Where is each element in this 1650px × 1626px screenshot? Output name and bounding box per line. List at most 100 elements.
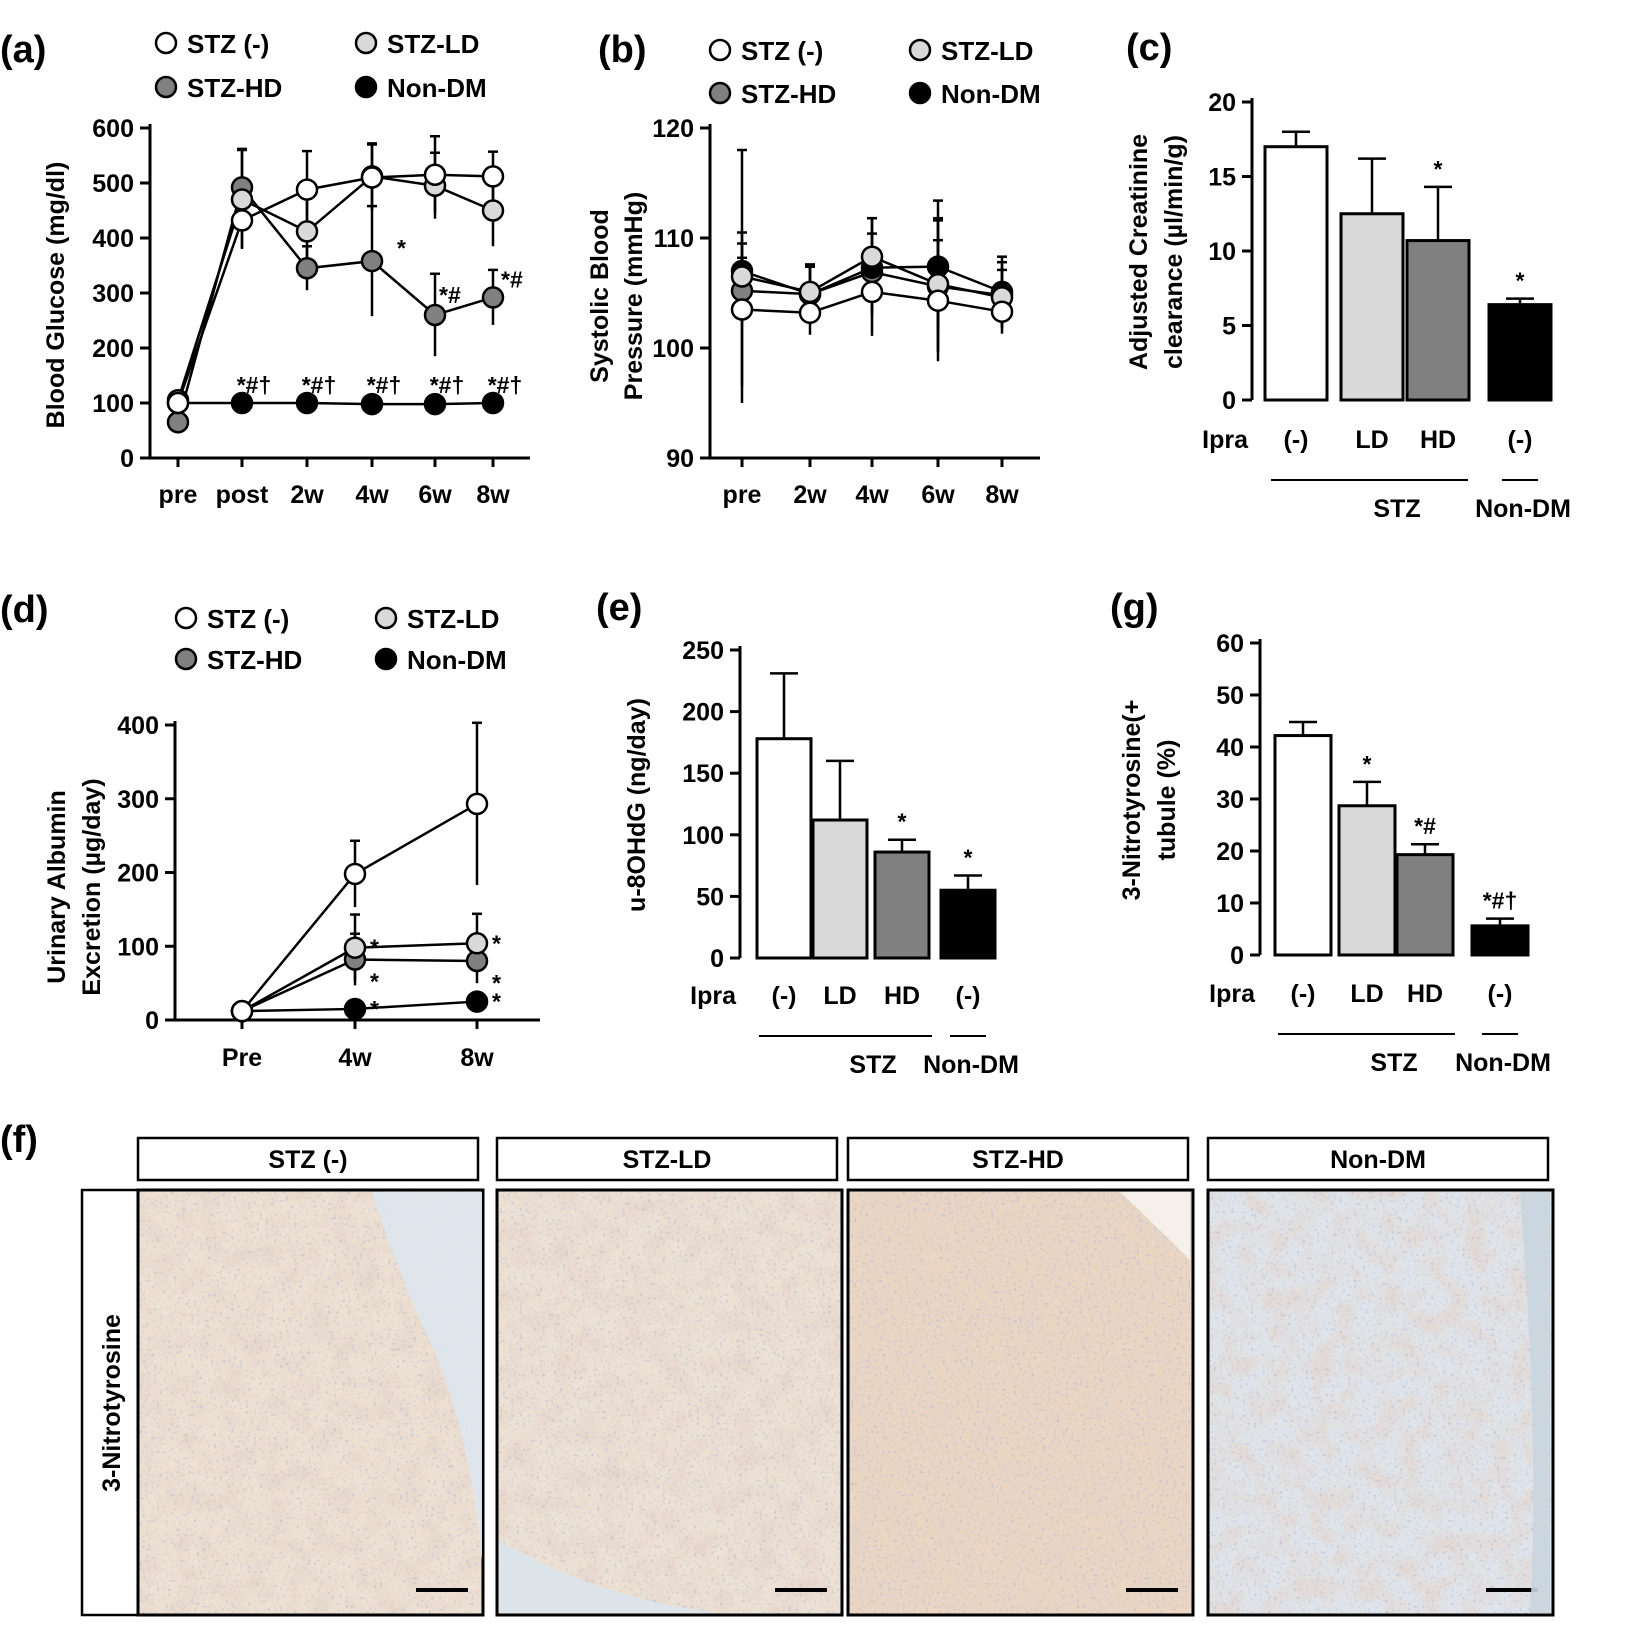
series-line <box>241 802 478 1012</box>
significance-label: * <box>964 844 973 870</box>
micrograph <box>495 1188 844 1617</box>
panel-label: (a) <box>0 29 46 71</box>
x-group-stz: STZ <box>849 1051 896 1079</box>
x-tick-label: 2w <box>793 481 827 509</box>
data-point <box>230 209 254 232</box>
x-group-ipra: Ipra <box>690 982 737 1010</box>
x-group-nondm: Non-DM <box>1455 1049 1551 1077</box>
x-tick-label: (-) <box>772 982 797 1010</box>
x-group-ipra: Ipra <box>1202 426 1249 454</box>
micrograph-frame <box>846 1188 1195 1617</box>
data-point <box>465 990 489 1013</box>
y-tick-label: 0 <box>120 445 134 473</box>
y-tick-label: 100 <box>652 335 694 363</box>
significance-label: *#† <box>1483 888 1518 914</box>
y-tick-label: 5 <box>1222 313 1236 341</box>
legend-marker <box>374 606 398 630</box>
y-tick-label: 200 <box>682 699 724 727</box>
y-tick-label: 15 <box>1208 164 1236 192</box>
x-tick-label: post <box>216 481 269 509</box>
data-point <box>230 391 254 415</box>
legend-label-stz_minus: STZ (-) <box>187 29 269 59</box>
data-point <box>230 999 254 1023</box>
legend-label-non_dm: Non-DM <box>387 73 487 103</box>
data-point <box>860 245 884 268</box>
chart-a: 0 100 200 300 400 500 600 Blood Glucose (mg/dl)… <box>0 29 530 509</box>
photo-title-box <box>136 1136 480 1182</box>
data-point <box>926 289 950 312</box>
micrograph <box>1206 1188 1555 1617</box>
chart-d: 0 100 200 300 400 Urinary Albumin Excretion (µ… <box>0 589 540 1072</box>
y-tick-label: 0 <box>1230 942 1244 970</box>
chart-g: 0 10 20 30 40 50 60 3-Nitrotyrosine(+ tubule (%)… <box>1110 587 1551 1077</box>
data-point <box>465 932 489 955</box>
data-point <box>860 280 884 304</box>
y-tick-label: 200 <box>117 860 159 888</box>
x-tick-label: 6w <box>921 481 955 509</box>
x-tick-label: pre <box>723 481 762 509</box>
y-tick-label: 400 <box>92 225 134 253</box>
micrograph-frame <box>495 1188 844 1617</box>
data-point <box>465 792 489 816</box>
panel-label: (b) <box>598 29 647 71</box>
y-axis-title: clearance (µl/min/g) <box>1160 135 1188 369</box>
chart-e: 0 50 100 150 200 250 u-8OHdG (ng/day) (e) * * Ipra… <box>596 587 1019 1079</box>
significance-label: *# <box>501 266 523 292</box>
data-point <box>798 280 822 304</box>
data-point <box>423 392 447 416</box>
photo-title-box <box>1206 1136 1550 1182</box>
x-group-stz: STZ <box>1370 1049 1417 1077</box>
x-tick-label: 6w <box>418 481 452 509</box>
y-tick-label: 0 <box>710 945 724 973</box>
y-tick-label: 100 <box>682 822 724 850</box>
x-tick-label: pre <box>159 481 198 509</box>
data-point <box>730 298 754 321</box>
data-point <box>360 249 384 273</box>
photo-title-box <box>846 1136 1190 1182</box>
x-tick-label: HD <box>1420 426 1456 454</box>
legend-marker <box>708 38 732 62</box>
significance-label: *#† <box>488 372 523 398</box>
y-axis-title: u-8OHdG (ng/day) <box>623 698 651 912</box>
data-point <box>166 391 190 415</box>
photo-title: STZ (-) <box>268 1146 347 1174</box>
panel-f: (f) 3-Nitrotyrosine STZ (-) STZ-LD STZ-HD Non… <box>0 1119 1555 1617</box>
y-tick-label: 30 <box>1216 786 1244 814</box>
x-tick-label: LD <box>823 982 856 1010</box>
significance-label: * <box>370 935 379 961</box>
tissue-edge-region <box>372 1192 482 1560</box>
chart-c: 0 5 10 15 20 Adjusted Creatinine clearance (µl… <box>1125 27 1571 523</box>
x-tick-label: HD <box>884 982 920 1010</box>
legend-label-non_dm: Non-DM <box>941 79 1041 109</box>
x-tick-label: 4w <box>855 481 889 509</box>
data-point <box>481 165 505 188</box>
bar <box>811 818 869 960</box>
data-point <box>481 286 505 309</box>
significance-label: * <box>898 809 907 835</box>
y-tick-label: 90 <box>666 445 694 473</box>
x-group-nondm: Non-DM <box>923 1051 1019 1079</box>
legend-label-stz_hd: STZ-HD <box>741 79 836 109</box>
significance-label: *#† <box>430 372 465 398</box>
legend-marker <box>908 38 932 62</box>
data-point <box>990 300 1014 323</box>
significance-label: * <box>492 930 501 956</box>
data-point <box>230 188 254 211</box>
data-point <box>730 265 754 288</box>
data-point <box>295 220 319 243</box>
bar <box>1339 212 1405 402</box>
y-tick-label: 200 <box>92 335 134 363</box>
significance-label: * <box>1516 268 1525 294</box>
y-axis-title: Urinary Albumin <box>43 790 71 984</box>
data-point <box>343 936 367 959</box>
y-tick-label: 500 <box>92 170 134 198</box>
significance-label: * <box>1434 156 1443 182</box>
y-tick-label: 100 <box>117 933 159 961</box>
x-tick-label: 2w <box>290 481 324 509</box>
micrograph-frame <box>136 1188 485 1617</box>
legend-label-stz_minus: STZ (-) <box>207 604 289 634</box>
x-tick-label: LD <box>1350 980 1383 1008</box>
legend-label-stz_hd: STZ-HD <box>207 645 302 675</box>
data-point <box>166 411 190 434</box>
